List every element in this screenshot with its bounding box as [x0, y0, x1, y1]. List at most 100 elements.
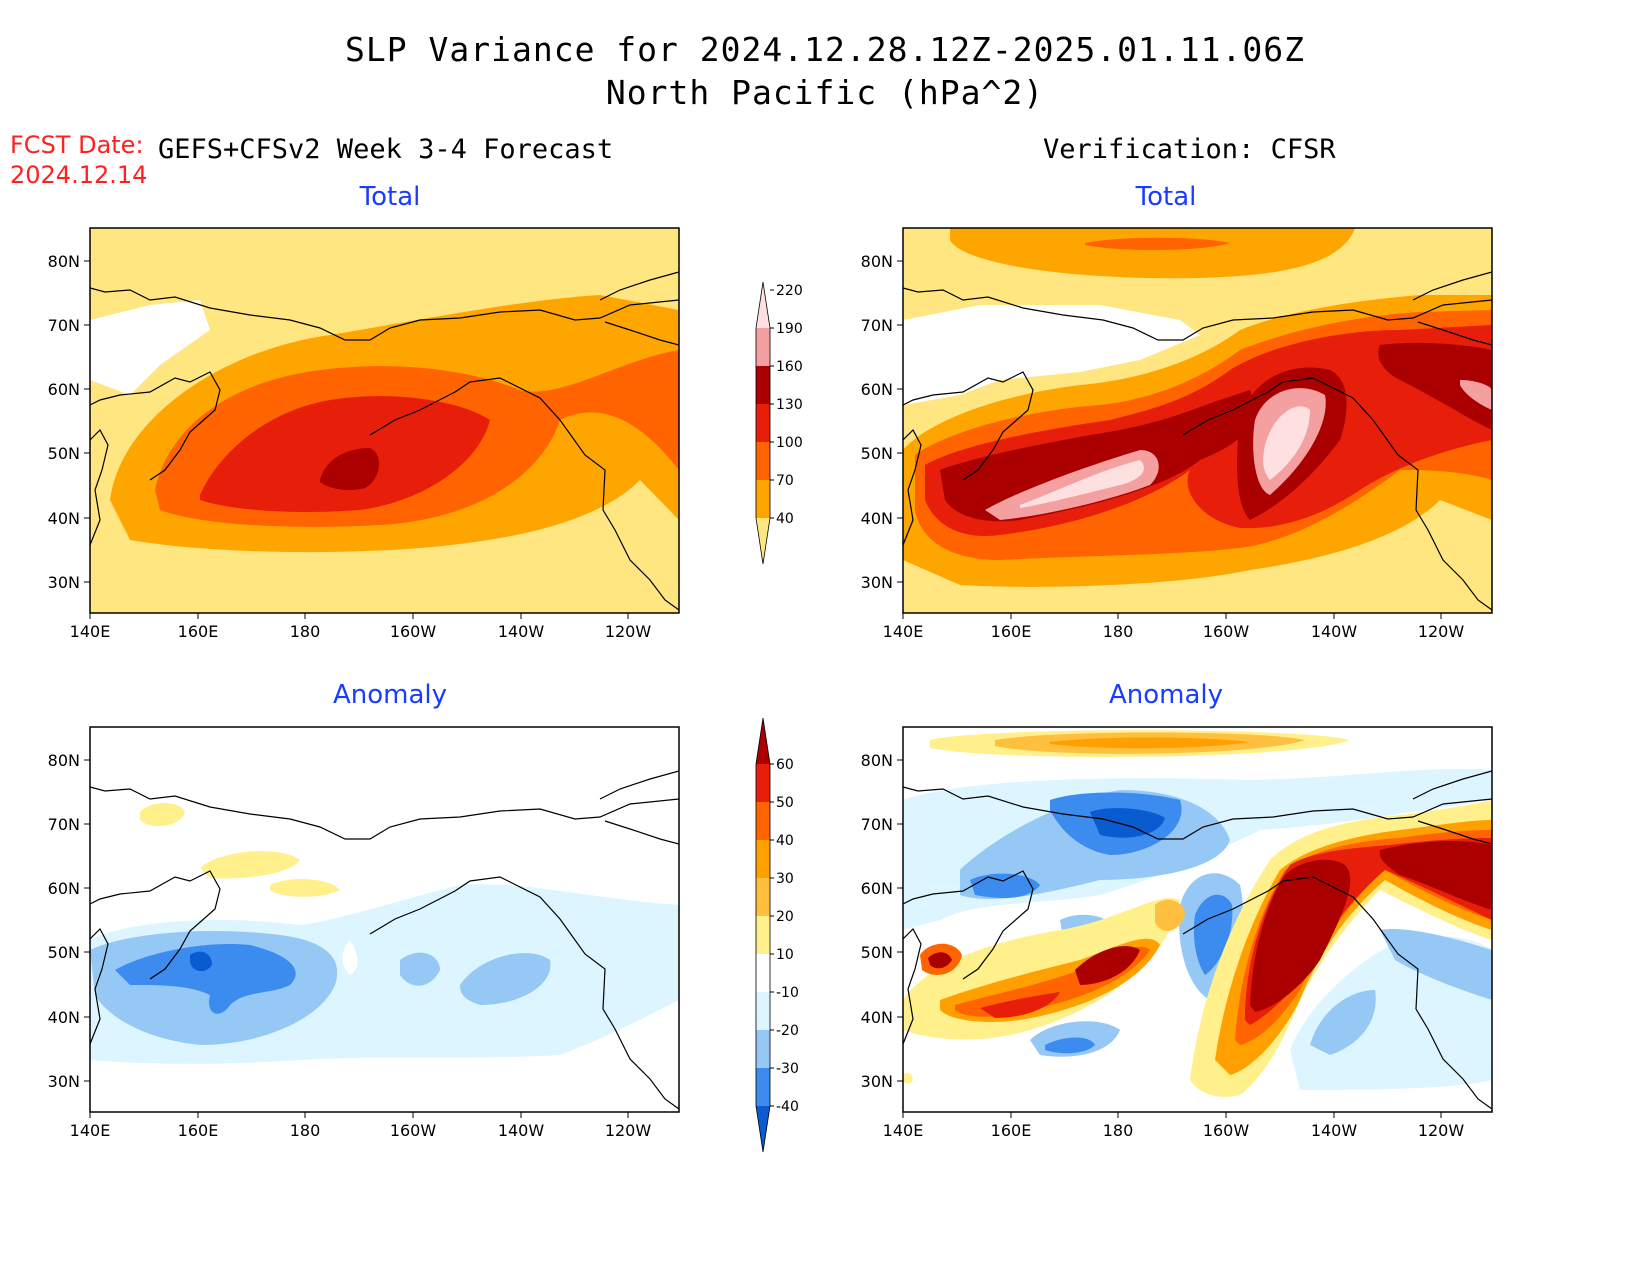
- forecast-anomaly-lat-label: 60N: [48, 879, 80, 898]
- forecast-anomaly-fields: [90, 727, 679, 1112]
- total-colorbar-label: 70: [776, 473, 794, 489]
- forecast-anomaly-lon-label: 160E: [178, 1121, 219, 1140]
- verification-anomaly-lat-label: 60N: [861, 879, 893, 898]
- total-colorbar-label: 190: [776, 321, 803, 337]
- total-colorbar-label: 220: [776, 283, 803, 299]
- anomaly-colorbar-segment: [756, 1030, 770, 1068]
- verification-anomaly-coastlines: [903, 770, 1492, 1110]
- verification-total-subtitle: Total: [1135, 182, 1197, 212]
- forecast-total-frame: [89, 227, 680, 614]
- forecast-total-subtitle: Total: [359, 182, 421, 212]
- forecast-total-lon-label: 140E: [70, 622, 111, 641]
- forecast-total-lat-label: 70N: [48, 316, 80, 335]
- verification-total-lon-label: 160E: [991, 622, 1032, 641]
- verification-total-coastlines: [903, 271, 1492, 611]
- total-colorbar-segment: [756, 480, 770, 518]
- forecast-anomaly-lat-label: 30N: [48, 1072, 80, 1091]
- verification-anomaly-lon-label: 160W: [1203, 1121, 1250, 1140]
- forecast-anomaly-lat-label: 40N: [48, 1008, 80, 1027]
- total-colorbar-segment: [756, 366, 770, 404]
- verification-total-lat-label: 40N: [861, 509, 893, 528]
- verification-total-lon-label: 160W: [1203, 622, 1250, 641]
- anomaly-colorbar-label: -10: [776, 985, 799, 1001]
- forecast-anomaly-lat-label: 70N: [48, 815, 80, 834]
- forecast-anomaly-subtitle: Anomaly: [332, 680, 448, 710]
- total-colorbar-label: 160: [776, 359, 803, 375]
- total-colorbar-segment: [756, 442, 770, 480]
- verification-anomaly-lon-label: 180: [1103, 1121, 1134, 1140]
- total-colorbar-segment: [756, 282, 770, 328]
- verification-total-fields: [903, 228, 1492, 613]
- anomaly-colorbar-label: 40: [776, 833, 794, 849]
- anomaly-colorbar-segment: [756, 1106, 770, 1152]
- total-colorbar-label: 100: [776, 435, 803, 451]
- verification-total-lon-label: 120W: [1418, 622, 1465, 641]
- verification-anomaly-lon-label: 140W: [1311, 1121, 1358, 1140]
- verification-anomaly-lat-label: 40N: [861, 1008, 893, 1027]
- anomaly-colorbar-label: -40: [776, 1099, 799, 1115]
- anomaly-colorbar-segment: [756, 878, 770, 916]
- anomaly-colorbar-label: 20: [776, 909, 794, 925]
- forecast-total-lat-label: 40N: [48, 509, 80, 528]
- forecast-anomaly-coastlines: [90, 770, 679, 1110]
- forecast-total-lon-label: 140W: [498, 622, 545, 641]
- forecast-anomaly-lon-label: 120W: [605, 1121, 652, 1140]
- forecast-total-lat-label: 50N: [48, 444, 80, 463]
- forecast-anomaly-lon-label: 140W: [498, 1121, 545, 1140]
- fcst-date-block: FCST Date: 2024.12.14: [10, 130, 147, 190]
- verification-total-lat-label: 60N: [861, 380, 893, 399]
- main-subtitle: North Pacific (hPa^2): [605, 73, 1045, 112]
- fcst-date-label: FCST Date:: [10, 131, 144, 159]
- verification-total-lat-label: 70N: [861, 316, 893, 335]
- anomaly-colorbar-label: 60: [776, 757, 794, 773]
- anomaly-colorbar-label: -30: [776, 1061, 799, 1077]
- verification-total-lat-label: 30N: [861, 573, 893, 592]
- forecast-anomaly-lon-label: 180: [290, 1121, 321, 1140]
- total-colorbar-segment: [756, 404, 770, 442]
- anomaly-colorbar-segment: [756, 992, 770, 1030]
- verification-anomaly-lon-label: 160E: [991, 1121, 1032, 1140]
- forecast-total-lon-label: 160W: [390, 622, 437, 641]
- verification-total-lat-label: 50N: [861, 444, 893, 463]
- anomaly-colorbar-segment: [756, 954, 770, 992]
- total-colorbar-segment: [756, 518, 770, 564]
- forecast-total-lat-label: 60N: [48, 380, 80, 399]
- forecast-anomaly-lat-label: 80N: [48, 751, 80, 770]
- forecast-anomaly-frame: [89, 726, 680, 1113]
- forecast-total-lat-label: 80N: [48, 252, 80, 271]
- total-colorbar-segment: [756, 328, 770, 366]
- anomaly-colorbar-segment: [756, 916, 770, 954]
- verification-total-lat-label: 80N: [861, 252, 893, 271]
- total-colorbar-label: 130: [776, 397, 803, 413]
- fcst-date-value: 2024.12.14: [10, 161, 148, 189]
- verification-header: Verification: CFSR: [1043, 134, 1336, 165]
- verification-anomaly-lon-label: 140E: [883, 1121, 924, 1140]
- verification-total-lon-label: 180: [1103, 622, 1134, 641]
- verification-total-lon-label: 140E: [883, 622, 924, 641]
- forecast-total-coastlines: [90, 271, 679, 611]
- forecast-anomaly-lon-label: 160W: [390, 1121, 437, 1140]
- anomaly-colorbar-label: -20: [776, 1023, 799, 1039]
- verification-anomaly-subtitle: Anomaly: [1108, 680, 1224, 710]
- anomaly-colorbar-segment: [756, 840, 770, 878]
- verification-total-lon-label: 140W: [1311, 622, 1358, 641]
- verification-anomaly-lat-label: 50N: [861, 943, 893, 962]
- forecast-total-lon-label: 120W: [605, 622, 652, 641]
- forecast-anomaly-lat-label: 50N: [48, 943, 80, 962]
- anomaly-colorbar-label: 50: [776, 795, 794, 811]
- verification-anomaly-lon-label: 120W: [1418, 1121, 1465, 1140]
- anomaly-colorbar-segment: [756, 764, 770, 802]
- anomaly-colorbar-segment: [756, 1068, 770, 1106]
- forecast-header: GEFS+CFSv2 Week 3-4 Forecast: [158, 134, 614, 165]
- main-title: SLP Variance for 2024.12.28.12Z-2025.01.…: [345, 30, 1305, 69]
- verification-anomaly-frame: [902, 726, 1493, 1113]
- anomaly-colorbar-segment: [756, 718, 770, 764]
- anomaly-colorbar-label: 30: [776, 871, 794, 887]
- anomaly-colorbar-segment: [756, 802, 770, 840]
- forecast-total-lon-label: 180: [290, 622, 321, 641]
